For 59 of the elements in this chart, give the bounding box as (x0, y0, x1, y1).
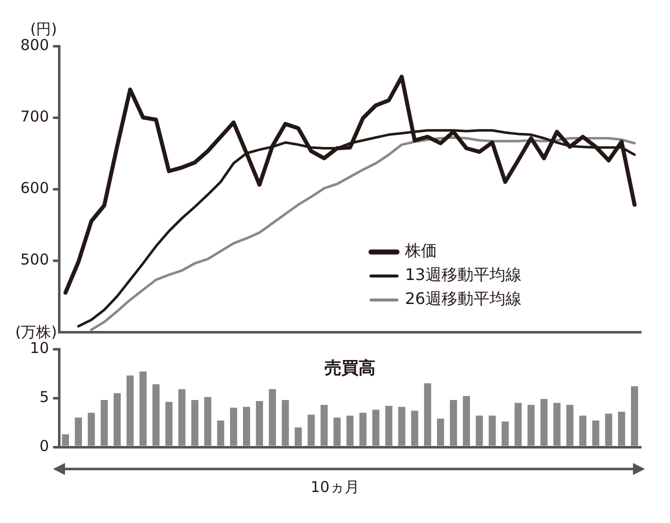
bar (424, 383, 432, 446)
bar (100, 400, 108, 446)
bar (436, 418, 444, 446)
y-axis-title: (万株) (15, 323, 57, 341)
y-tick-label: 800 (20, 36, 49, 54)
y-tick-label: 10 (30, 338, 49, 357)
bar (592, 420, 600, 446)
bar (359, 412, 366, 446)
bar (62, 434, 70, 446)
y-tick-label: 600 (20, 178, 49, 197)
bar (579, 416, 586, 446)
bar (282, 400, 289, 446)
text: 売買高 (324, 358, 376, 378)
bar (346, 416, 354, 446)
bar (385, 406, 392, 446)
bar (540, 398, 548, 446)
y-tick-label: 0 (39, 436, 49, 455)
bar (411, 410, 418, 446)
y-tick-label: 700 (20, 107, 49, 126)
bar (553, 402, 560, 446)
bar (514, 402, 522, 446)
y-tick-label: 500 (20, 250, 49, 268)
bar (462, 396, 470, 446)
bar (320, 404, 328, 446)
legend-label: 26週移動平均線 (405, 289, 522, 308)
bar (630, 386, 638, 446)
bar (294, 427, 302, 446)
bar (242, 406, 250, 446)
bar (488, 416, 496, 446)
bar (605, 414, 612, 446)
bar (126, 375, 134, 446)
bar (398, 406, 406, 446)
bar (140, 372, 147, 446)
bar (230, 408, 238, 446)
bar (528, 404, 535, 446)
bar (476, 416, 483, 446)
bar (152, 384, 160, 446)
bar (191, 400, 198, 446)
bar (334, 418, 341, 446)
bar (502, 422, 509, 446)
bar (88, 412, 95, 446)
bar (114, 393, 121, 446)
bar (372, 410, 380, 446)
legend-label: 株価 (404, 241, 437, 260)
bar (204, 397, 212, 446)
bar (268, 389, 276, 446)
bar (566, 404, 574, 446)
legend-label: 13週移動平均線 (405, 265, 522, 284)
y-axis-title: (円) (30, 20, 57, 38)
y-tick-label: 5 (39, 388, 49, 406)
bar (256, 400, 264, 446)
bar (74, 418, 82, 446)
bar (165, 402, 172, 446)
bar (450, 400, 458, 446)
bar (308, 414, 315, 446)
bar (178, 389, 186, 446)
x-axis-title: 10ヵ月 (309, 478, 361, 497)
bar (217, 420, 224, 446)
bar (618, 412, 626, 446)
